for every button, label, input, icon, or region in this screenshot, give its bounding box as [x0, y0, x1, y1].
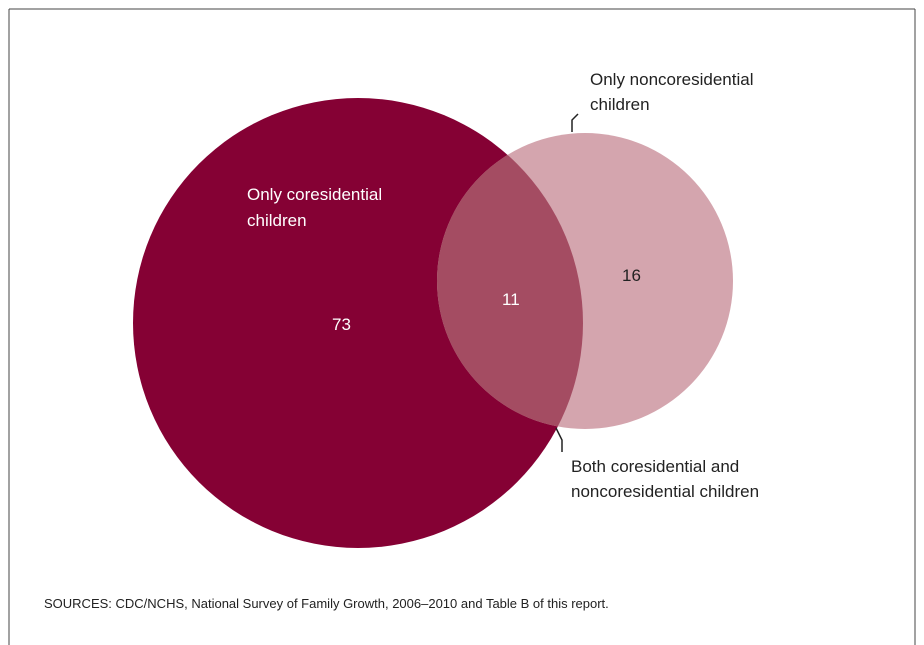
coresidential-value: 73: [332, 315, 351, 334]
noncoresidential-leader-line: [571, 113, 579, 132]
intersection-region: [437, 133, 583, 429]
coresidential-label-line-2: children: [247, 211, 307, 230]
intersection-label-line-2: noncoresidential children: [571, 482, 759, 501]
intersection-label-line-1: Both coresidential and: [571, 457, 739, 476]
source-note: SOURCES: CDC/NCHS, National Survey of Fa…: [44, 596, 609, 611]
intersection-leader-line: [555, 427, 563, 452]
coresidential-label-line-1: Only coresidential: [247, 185, 382, 204]
noncoresidential-value: 16: [622, 266, 641, 285]
noncoresidential-label-line-1: Only noncoresidential: [590, 70, 753, 89]
intersection-value: 11: [502, 290, 520, 309]
noncoresidential-label-line-2: children: [590, 95, 650, 114]
